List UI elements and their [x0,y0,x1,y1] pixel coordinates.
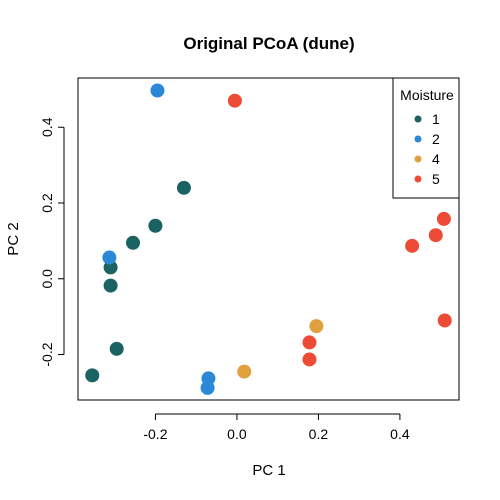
plot-frame [77,77,460,401]
point-moisture-5 [405,238,420,253]
point-moisture-5 [437,313,452,328]
x-tick-label: 0.4 [390,426,410,442]
y-tick-label: 0.4 [39,117,55,137]
y-tick-label: 0.2 [39,193,55,213]
y-tick-label: 0.0 [39,269,55,289]
x-axis-label: PC 1 [252,462,285,479]
legend-marker-4 [414,155,422,163]
legend-box [392,77,460,199]
y-axis-label: PC 2 [5,222,22,255]
point-moisture-2 [150,83,165,98]
point-moisture-1 [176,180,191,195]
legend-label-5: 5 [432,171,440,187]
point-moisture-4 [237,364,252,379]
point-moisture-5 [436,211,451,226]
legend-marker-1 [414,115,422,123]
point-moisture-1 [126,235,141,250]
point-moisture-1 [109,341,124,356]
point-moisture-4 [309,319,324,334]
legend-label-4: 4 [432,151,440,167]
legend-marker-5 [414,175,422,183]
point-moisture-5 [428,228,443,243]
data-points [85,83,452,395]
x-axis: -0.2 0.0 0.2 0.4 [143,413,410,442]
point-moisture-5 [302,335,317,350]
legend: Moisture 1 2 4 5 [392,77,460,199]
legend-title: Moisture [400,87,454,103]
legend-marker-2 [414,135,422,143]
point-moisture-5 [302,352,317,367]
point-moisture-1 [85,368,100,383]
legend-label-2: 2 [432,131,440,147]
x-tick-label: 0.0 [227,426,247,442]
point-moisture-5 [227,93,242,108]
y-tick-label: -0.2 [39,342,55,366]
point-moisture-1 [103,278,118,293]
y-axis: -0.2 0.0 0.2 0.4 [39,117,65,367]
chart-title: Original PCoA (dune) [183,34,354,53]
x-tick-label: 0.2 [309,426,329,442]
legend-label-1: 1 [432,111,440,127]
point-moisture-1 [148,218,163,233]
point-moisture-2 [102,250,117,265]
x-tick-label: -0.2 [143,426,167,442]
point-moisture-2 [200,380,215,395]
